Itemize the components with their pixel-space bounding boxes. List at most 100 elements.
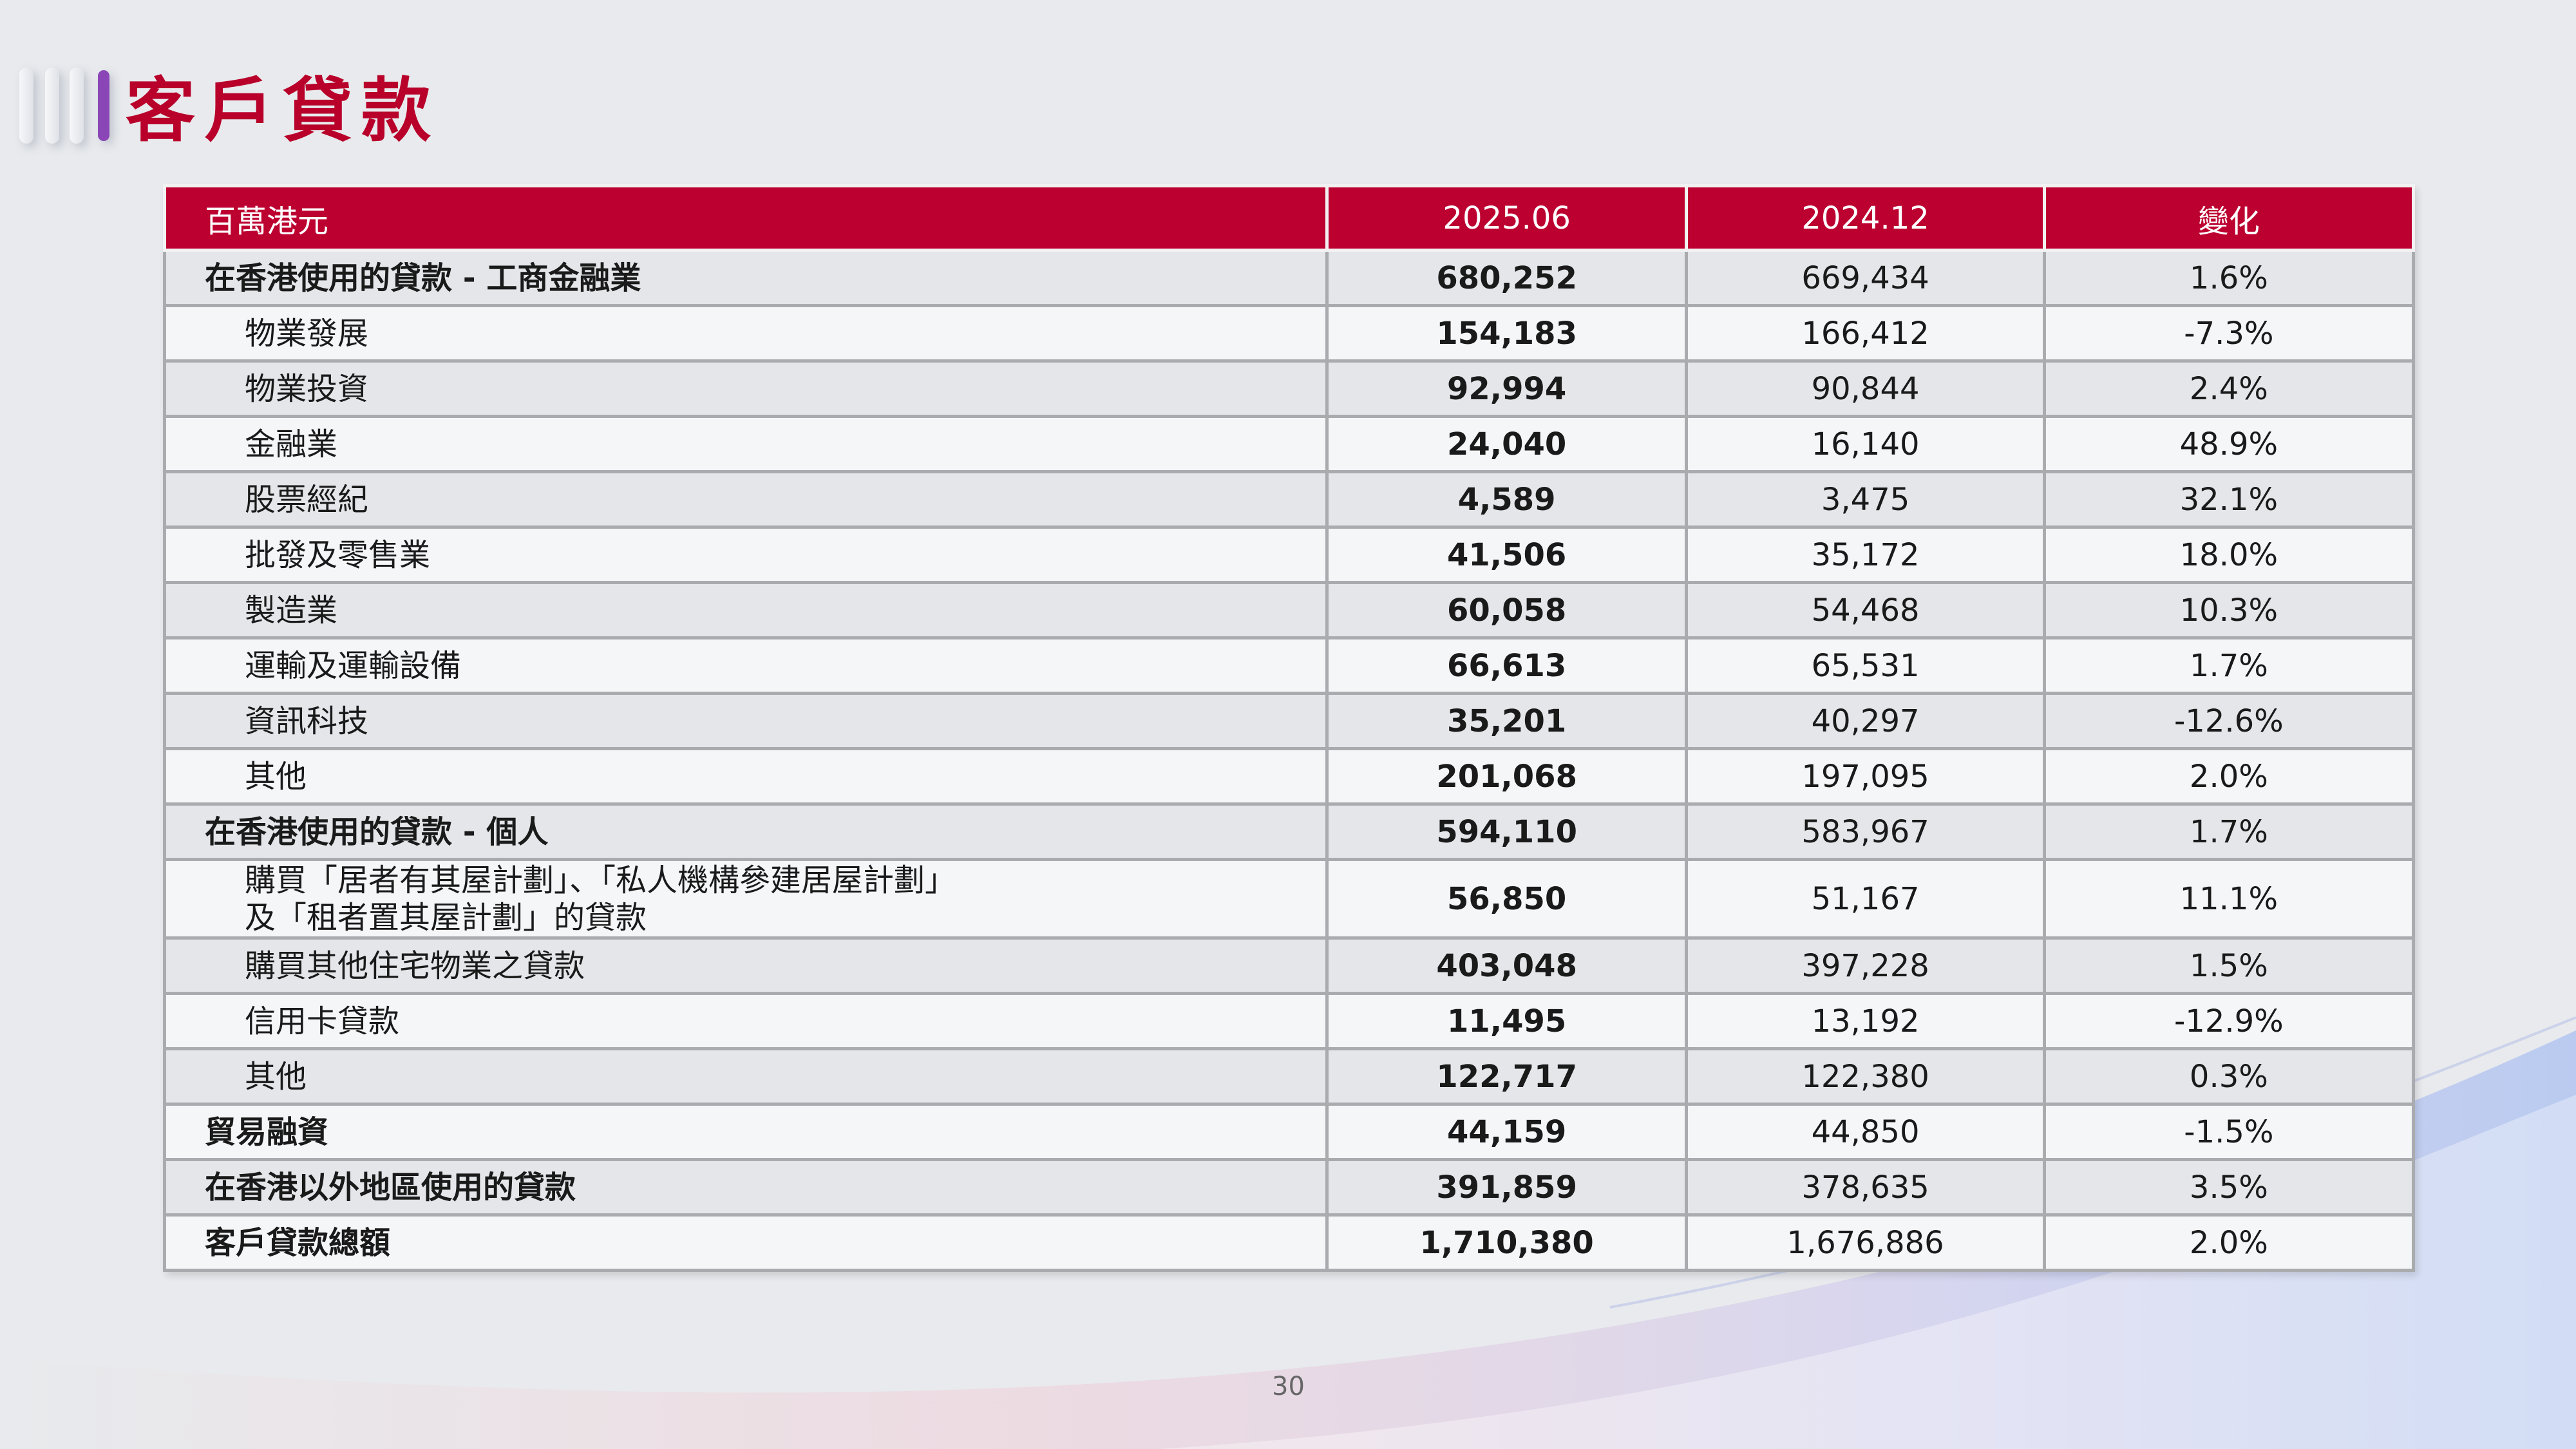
- value-2025: 1,710,380: [1325, 1213, 1689, 1272]
- value-2025: 391,859: [1325, 1158, 1689, 1217]
- value-change: -7.3%: [2042, 304, 2416, 363]
- row-label: 客戶貸款總額: [163, 1213, 1329, 1272]
- header-2024: 2024.12: [1685, 184, 2046, 252]
- row-label: 貿易融資: [163, 1103, 1329, 1161]
- table-row: 批發及零售業 41,506 35,172 18.0%: [163, 526, 2416, 584]
- value-change: 10.3%: [2042, 581, 2416, 639]
- value-change: -12.6%: [2042, 692, 2416, 750]
- value-2024: 122,380: [1685, 1047, 2046, 1106]
- value-change: 2.0%: [2042, 747, 2416, 806]
- row-label: 購買「居者有其屋計劃」、「私人機構參建居屋計劃」 及「租者置其屋計劃」的貸款: [163, 858, 1329, 940]
- table-row: 物業投資 92,994 90,844 2.4%: [163, 359, 2416, 418]
- value-2025: 35,201: [1325, 692, 1689, 750]
- value-2025: 60,058: [1325, 581, 1689, 639]
- row-label-text: 股票經紀: [245, 481, 369, 518]
- value-2024: 3,475: [1685, 470, 2046, 529]
- table-row: 金融業 24,040 16,140 48.9%: [163, 415, 2416, 473]
- value-2025: 680,252: [1325, 249, 1689, 307]
- row-label-text: 購買「居者有其屋計劃」、「私人機構參建居屋計劃」: [245, 862, 956, 898]
- row-label-text: 金融業: [245, 426, 338, 462]
- row-label: 運輸及運輸設備: [163, 636, 1329, 695]
- header-unit: 百萬港元: [163, 184, 1329, 252]
- row-label: 在香港使用的貸款 - 工商金融業: [163, 249, 1329, 307]
- value-2025: 4,589: [1325, 470, 1689, 529]
- table-row: 貿易融資 44,159 44,850 -1.5%: [163, 1103, 2416, 1161]
- loans-table: 百萬港元 2025.06 2024.12 變化 在香港使用的貸款 - 工商金融業…: [163, 184, 2416, 1272]
- value-change: 2.0%: [2042, 1213, 2416, 1272]
- row-label-text: 在香港以外地區使用的貸款: [205, 1169, 576, 1206]
- value-change: 0.3%: [2042, 1047, 2416, 1106]
- table-row: 資訊科技 35,201 40,297 -12.6%: [163, 692, 2416, 750]
- page-title: 客戶貸款: [126, 71, 440, 151]
- page-number: 30: [1272, 1372, 1305, 1401]
- value-2024: 40,297: [1685, 692, 2046, 750]
- value-change: 2.4%: [2042, 359, 2416, 418]
- row-label-text: 運輸及運輸設備: [245, 647, 462, 684]
- table-row: 製造業 60,058 54,468 10.3%: [163, 581, 2416, 639]
- value-2025: 66,613: [1325, 636, 1689, 695]
- value-2024: 35,172: [1685, 526, 2046, 584]
- row-label-text: 在香港使用的貸款 - 個人: [205, 813, 549, 850]
- row-label: 資訊科技: [163, 692, 1329, 750]
- row-label-text: 資訊科技: [245, 703, 369, 739]
- value-change: -12.9%: [2042, 992, 2416, 1050]
- row-label: 金融業: [163, 415, 1329, 473]
- row-label: 購買其他住宅物業之貸款: [163, 936, 1329, 995]
- table-row: 運輸及運輸設備 66,613 65,531 1.7%: [163, 636, 2416, 695]
- row-label-text: 批發及零售業: [245, 536, 431, 573]
- row-label-text: 製造業: [245, 592, 338, 629]
- value-change: 11.1%: [2042, 858, 2416, 940]
- row-label: 信用卡貸款: [163, 992, 1329, 1050]
- table-row: 客戶貸款總額 1,710,380 1,676,886 2.0%: [163, 1213, 2416, 1272]
- row-label: 在香港以外地區使用的貸款: [163, 1158, 1329, 1217]
- value-change: 1.6%: [2042, 249, 2416, 307]
- row-label-text: 在香港使用的貸款 - 工商金融業: [205, 260, 641, 296]
- value-change: -1.5%: [2042, 1103, 2416, 1161]
- table-row: 股票經紀 4,589 3,475 32.1%: [163, 470, 2416, 529]
- header-2025: 2025.06: [1325, 184, 1689, 252]
- value-2024: 166,412: [1685, 304, 2046, 363]
- row-label: 批發及零售業: [163, 526, 1329, 584]
- value-2024: 669,434: [1685, 249, 2046, 307]
- value-change: 18.0%: [2042, 526, 2416, 584]
- table-row: 購買「居者有其屋計劃」、「私人機構參建居屋計劃」 及「租者置其屋計劃」的貸款 56,…: [163, 858, 2416, 940]
- table-row: 物業發展 154,183 166,412 -7.3%: [163, 304, 2416, 363]
- row-label-text: 物業投資: [245, 370, 369, 407]
- table-row: 其他 201,068 197,095 2.0%: [163, 747, 2416, 806]
- value-2024: 197,095: [1685, 747, 2046, 806]
- value-2024: 51,167: [1685, 858, 2046, 940]
- value-2024: 44,850: [1685, 1103, 2046, 1161]
- table-header-row: 百萬港元 2025.06 2024.12 變化: [163, 184, 2416, 252]
- value-2024: 397,228: [1685, 936, 2046, 995]
- row-label-text: 信用卡貸款: [245, 1003, 400, 1039]
- value-2025: 122,717: [1325, 1047, 1689, 1106]
- row-label-text: 物業發展: [245, 315, 369, 352]
- value-change: 1.5%: [2042, 936, 2416, 995]
- table-row: 在香港使用的貸款 - 工商金融業 680,252 669,434 1.6%: [163, 249, 2416, 307]
- row-label-text: 其他: [245, 758, 307, 795]
- value-2025: 201,068: [1325, 747, 1689, 806]
- row-label-text: 其他: [245, 1058, 307, 1095]
- row-label: 其他: [163, 747, 1329, 806]
- table-row: 在香港使用的貸款 - 個人 594,110 583,967 1.7%: [163, 802, 2416, 861]
- row-label-text: 購買其他住宅物業之貸款: [245, 947, 585, 984]
- value-2025: 44,159: [1325, 1103, 1689, 1161]
- value-2025: 41,506: [1325, 526, 1689, 584]
- value-2024: 90,844: [1685, 359, 2046, 418]
- value-2024: 13,192: [1685, 992, 2046, 1050]
- row-label-text: 客戶貸款總額: [205, 1224, 391, 1261]
- row-label-text: 貿易融資: [205, 1113, 329, 1150]
- value-change: 3.5%: [2042, 1158, 2416, 1217]
- header-change: 變化: [2042, 184, 2416, 252]
- value-change: 48.9%: [2042, 415, 2416, 473]
- value-2025: 403,048: [1325, 936, 1689, 995]
- value-2025: 56,850: [1325, 858, 1689, 940]
- row-label: 其他: [163, 1047, 1329, 1106]
- value-2024: 1,676,886: [1685, 1213, 2046, 1272]
- title-marker-icon: [19, 68, 116, 145]
- value-2025: 154,183: [1325, 304, 1689, 363]
- row-label: 股票經紀: [163, 470, 1329, 529]
- row-label: 製造業: [163, 581, 1329, 639]
- row-label: 在香港使用的貸款 - 個人: [163, 802, 1329, 861]
- value-2024: 16,140: [1685, 415, 2046, 473]
